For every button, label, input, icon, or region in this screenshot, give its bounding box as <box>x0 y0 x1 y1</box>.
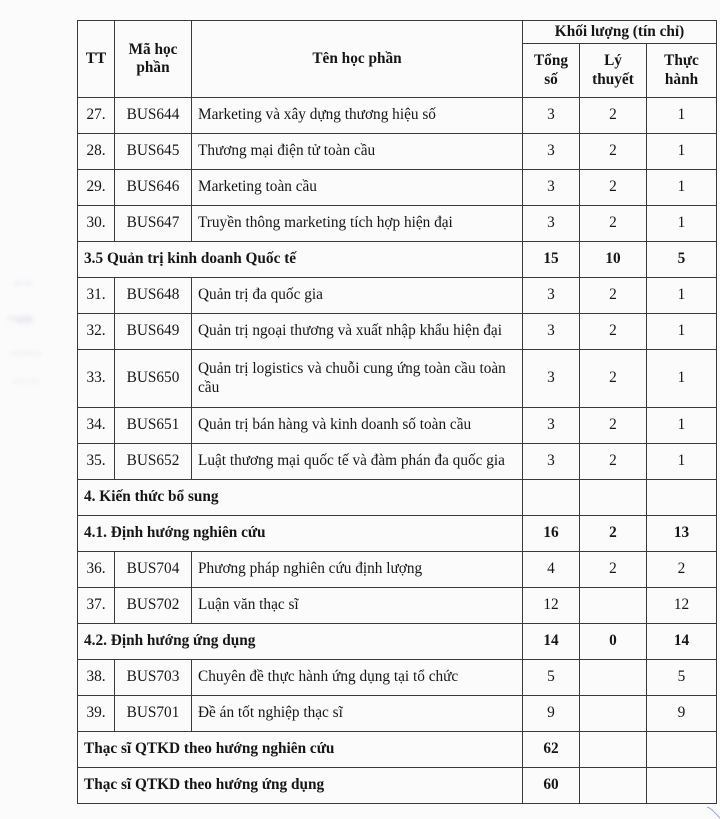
svg-text:po4y98hf: po4y98hf <box>8 316 33 322</box>
svg-text:fjrwi oafj: fjrwi oafj <box>14 281 32 287</box>
svg-text:aklsjdf: aklsjdf <box>16 319 33 325</box>
svg-text:zpoiur mnbv: zpoiur mnbv <box>12 379 40 385</box>
svg-text:mxcvpoiq we: mxcvpoiq we <box>10 351 42 357</box>
